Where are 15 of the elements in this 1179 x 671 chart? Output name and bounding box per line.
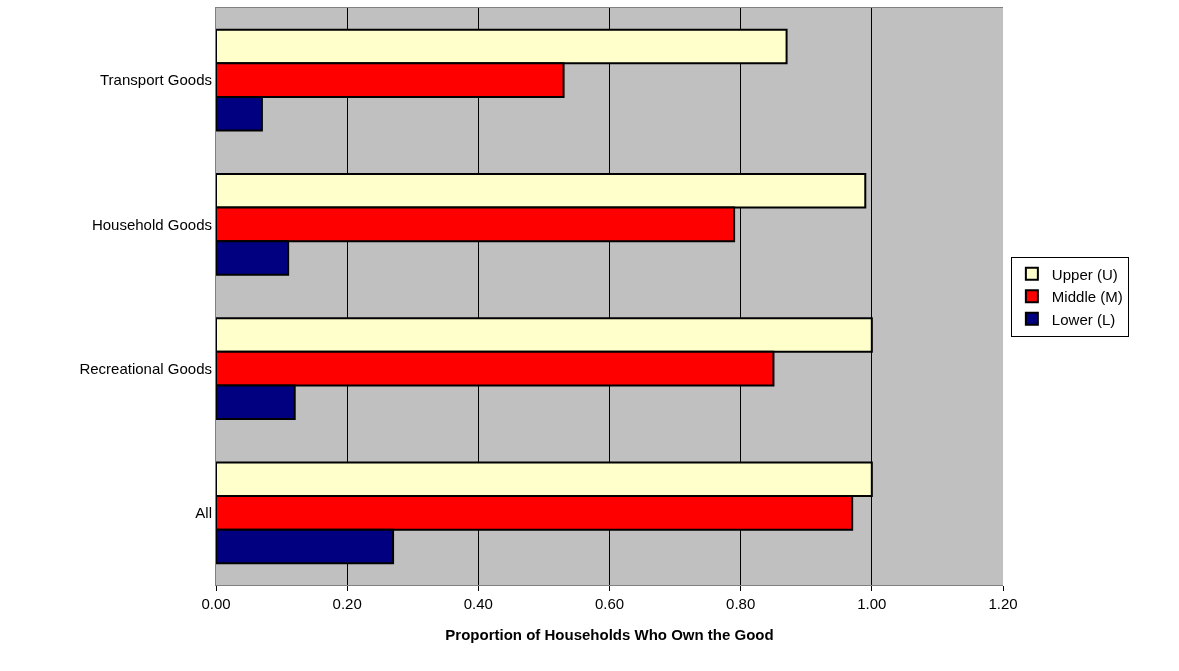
legend-label: Middle (M) (1051, 288, 1123, 306)
x-tick-label: 0.40 (463, 595, 493, 612)
x-tick-label: 1.20 (988, 595, 1018, 612)
x-tick-label: 1.00 (857, 595, 887, 612)
x-tick-label: 0.60 (594, 595, 625, 612)
legend-label: Lower (L) (1051, 310, 1116, 328)
x-tick-label: 0.80 (726, 595, 756, 612)
y-tick-label: All (195, 504, 212, 522)
y-tick-label: Recreational Goods (79, 359, 212, 377)
x-axis-title: Proportion of Households Who Own the Good (445, 626, 774, 643)
x-tick-label: 0.20 (332, 595, 362, 612)
y-tick-label: Household Goods (91, 215, 212, 233)
legend-label: Upper (U) (1051, 265, 1118, 283)
x-tick-label: 0.00 (201, 595, 231, 612)
y-tick-label: Transport Goods (100, 71, 212, 89)
